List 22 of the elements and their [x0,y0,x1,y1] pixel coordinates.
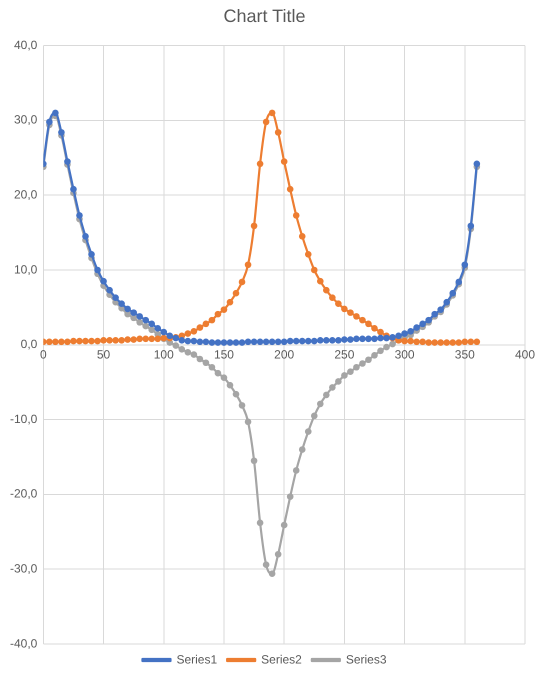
x-tick-label: 100 [154,347,174,362]
x-tick-label: 200 [274,347,295,362]
x-tick-label: 250 [334,347,355,362]
y-tick-label: 10,0 [14,262,38,276]
y-tick-label: -10,0 [10,412,38,426]
y-tick-label: 0,0 [20,337,38,352]
chart-title: Chart Title [223,6,306,26]
y-tick-label: 20,0 [14,188,38,202]
x-tick-label: 300 [394,347,415,362]
y-tick-label: 40,0 [14,38,38,52]
x-tick-label: 0 [40,347,48,362]
y-tick-label: -30,0 [10,562,38,576]
y-tick-label: 30,0 [14,112,38,127]
x-tick-label: 150 [214,347,234,362]
x-tick-label: 350 [454,347,476,362]
y-tick-label: -40,0 [10,636,38,650]
legend-label: Series3 [346,652,387,666]
legend-label: Series2 [261,652,302,666]
legend-label: Series1 [176,652,218,666]
y-tick-label: -20,0 [10,486,38,501]
x-tick-label: 50 [96,347,111,362]
x-tick-label: 400 [514,347,536,362]
